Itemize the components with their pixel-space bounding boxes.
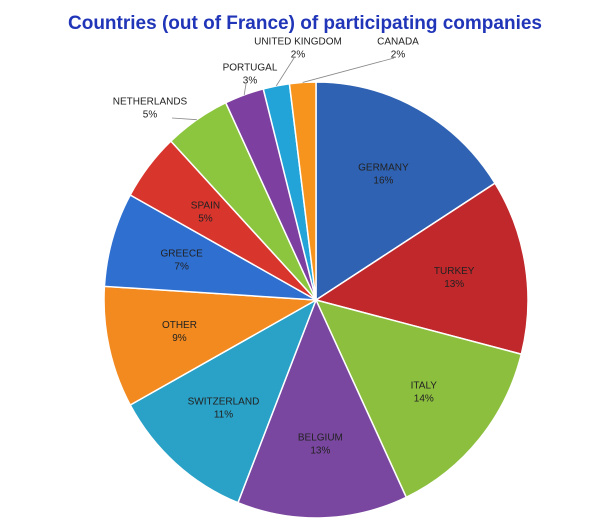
value-label: 13% bbox=[444, 279, 464, 290]
slice-label: CANADA bbox=[377, 37, 419, 48]
value-label: 2% bbox=[391, 50, 406, 61]
slice-label: PORTUGAL bbox=[223, 63, 278, 74]
leader-line bbox=[302, 57, 395, 83]
value-label: 3% bbox=[243, 76, 258, 87]
pie-slice bbox=[314, 182, 529, 356]
slice-label: TURKEY bbox=[434, 266, 475, 277]
pie-slice bbox=[103, 285, 319, 407]
pie-slice bbox=[236, 298, 408, 519]
slice-label: GERMANY bbox=[358, 163, 409, 174]
pie-slice bbox=[288, 81, 317, 301]
value-label: 9% bbox=[172, 333, 187, 344]
value-label: 16% bbox=[373, 176, 393, 187]
slice-label: UNITED KINGDOM bbox=[254, 37, 342, 48]
chart-title: Countries (out of France) of participati… bbox=[68, 13, 542, 34]
pie-slice bbox=[315, 81, 497, 302]
value-label: 5% bbox=[198, 213, 213, 224]
leader-line bbox=[275, 57, 295, 87]
slice-label: OTHER bbox=[162, 320, 197, 331]
value-label: 5% bbox=[143, 110, 158, 121]
value-label: 13% bbox=[310, 445, 330, 456]
slice-label: GREECE bbox=[161, 248, 204, 259]
slice-label: BELGIUM bbox=[298, 432, 343, 443]
value-label: 14% bbox=[414, 393, 434, 404]
pie-slice bbox=[129, 298, 318, 504]
slice-label: SWITZERLAND bbox=[188, 397, 260, 408]
slice-label: SPAIN bbox=[191, 200, 220, 211]
value-label: 7% bbox=[174, 261, 189, 272]
slice-label: ITALY bbox=[411, 380, 438, 391]
slice-label: NETHERLANDS bbox=[113, 97, 188, 108]
value-label: 2% bbox=[291, 50, 306, 61]
value-label: 11% bbox=[214, 410, 233, 421]
leader-line bbox=[243, 83, 247, 95]
leader-line bbox=[171, 117, 197, 121]
pie-slice bbox=[314, 298, 523, 499]
